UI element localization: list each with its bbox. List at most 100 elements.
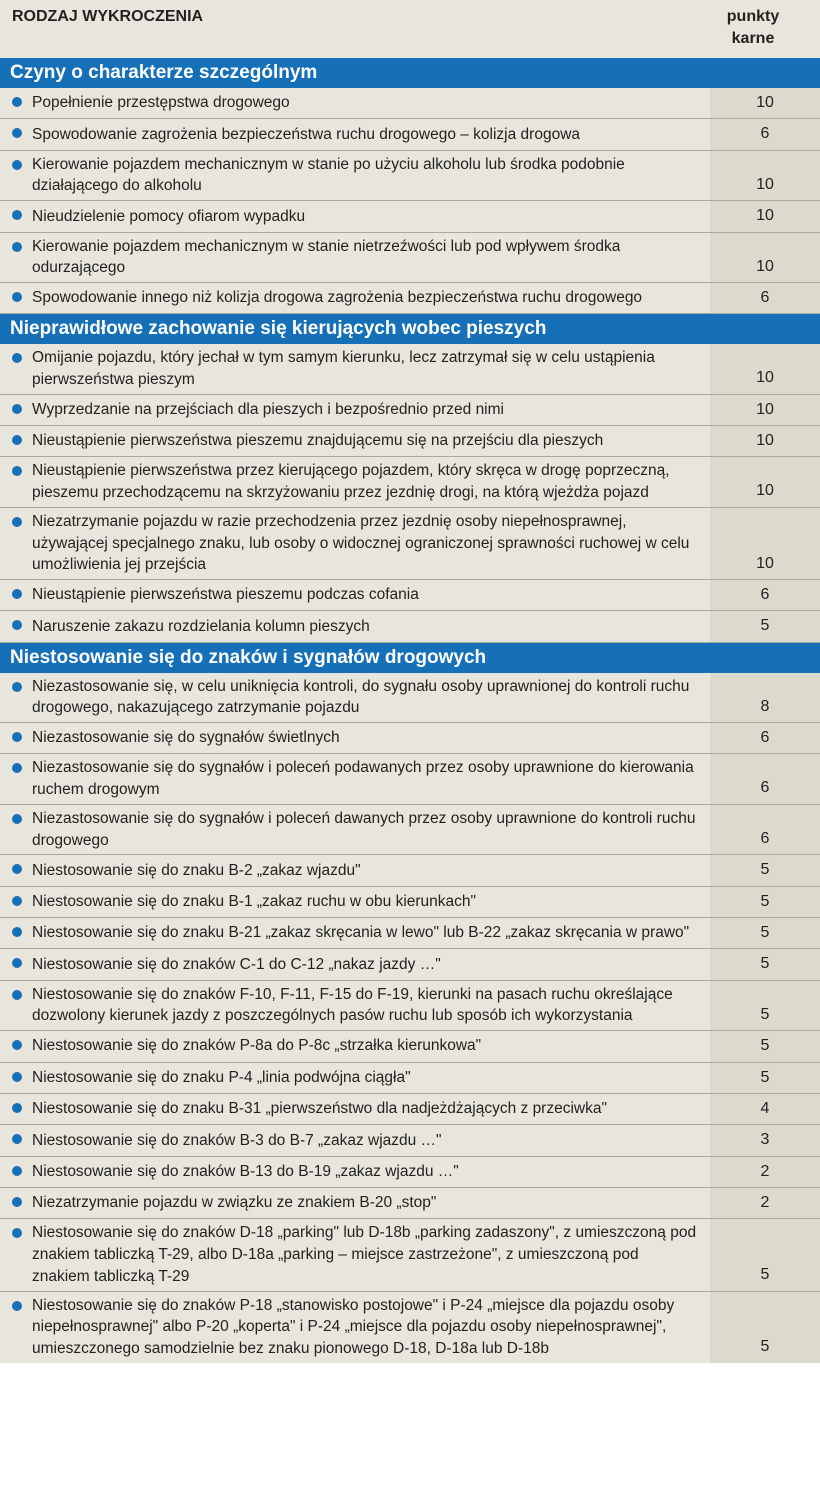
bullet-icon <box>12 242 22 252</box>
table-row: Niestosowanie się do znaku B-2 „zakaz wj… <box>0 855 820 886</box>
bullet-icon <box>12 1197 22 1207</box>
section-header: Nieprawidłowe zachowanie się kierujących… <box>0 314 820 344</box>
penalty-points: 10 <box>710 508 820 579</box>
bullet-icon <box>12 128 22 138</box>
violation-description: Niezatrzymanie pojazdu w związku ze znak… <box>32 1192 710 1214</box>
table-row: Niestosowanie się do znaków P-8a do P-8c… <box>0 1031 820 1062</box>
violation-description: Naruszenie zakazu rozdzielania kolumn pi… <box>32 616 710 638</box>
table-row: Niestosowanie się do znaków B-13 do B-19… <box>0 1157 820 1188</box>
violation-description: Niestosowanie się do znaków D-18 „parkin… <box>32 1222 710 1287</box>
penalty-points: 5 <box>710 949 820 979</box>
violations-table: RODZAJ WYKROCZENIA punkty karne Czyny o … <box>0 0 820 1363</box>
bullet-icon <box>12 732 22 742</box>
bullet-icon <box>12 210 22 220</box>
table-row: Naruszenie zakazu rozdzielania kolumn pi… <box>0 611 820 642</box>
penalty-points: 2 <box>710 1188 820 1218</box>
violation-description: Niestosowanie się do znaków F-10, F-11, … <box>32 984 710 1027</box>
table-row: Omijanie pojazdu, który jechał w tym sam… <box>0 344 820 394</box>
penalty-points: 3 <box>710 1125 820 1155</box>
bullet-icon <box>12 404 22 414</box>
penalty-points: 4 <box>710 1094 820 1124</box>
bullet-icon <box>12 864 22 874</box>
bullet-icon <box>12 97 22 107</box>
table-row: Nieustąpienie pierwszeństwa pieszemu zna… <box>0 426 820 457</box>
violation-description: Niestosowanie się do znaku B-1 „zakaz ru… <box>32 891 710 913</box>
bullet-icon <box>12 1103 22 1113</box>
bullet-icon <box>12 1166 22 1176</box>
bullet-icon <box>12 435 22 445</box>
section-header: Niestosowanie się do znaków i sygnałów d… <box>0 643 820 673</box>
violation-description: Niestosowanie się do znaków B-13 do B-19… <box>32 1161 710 1183</box>
table-row: Kierowanie pojazdem mechanicznym w stani… <box>0 151 820 201</box>
violation-description: Niezastosowanie się do sygnałów świetlny… <box>32 727 710 749</box>
penalty-points: 5 <box>710 887 820 917</box>
table-row: Wyprzedzanie na przejściach dla pieszych… <box>0 395 820 426</box>
penalty-points: 10 <box>710 201 820 231</box>
bullet-icon <box>12 466 22 476</box>
penalty-points: 5 <box>710 1063 820 1093</box>
violation-description: Niestosowanie się do znaków C-1 do C-12 … <box>32 954 710 976</box>
bullet-icon <box>12 292 22 302</box>
bullet-icon <box>12 517 22 527</box>
violation-description: Niestosowanie się do znaku B-21 „zakaz s… <box>32 922 710 944</box>
penalty-points: 10 <box>710 151 820 200</box>
penalty-points: 8 <box>710 673 820 722</box>
violation-description: Nieustąpienie pierwszeństwa przez kieruj… <box>32 460 710 503</box>
bullet-icon <box>12 589 22 599</box>
violation-description: Kierowanie pojazdem mechanicznym w stani… <box>32 154 710 197</box>
penalty-points: 2 <box>710 1157 820 1187</box>
table-row: Niestosowanie się do znaków D-18 „parkin… <box>0 1219 820 1291</box>
violation-description: Spowodowanie zagrożenia bezpieczeństwa r… <box>32 124 710 146</box>
table-row: Niestosowanie się do znaków F-10, F-11, … <box>0 981 820 1031</box>
bullet-icon <box>12 353 22 363</box>
violation-description: Nieustąpienie pierwszeństwa pieszemu zna… <box>32 430 710 452</box>
violation-description: Niestosowanie się do znaków B-3 do B-7 „… <box>32 1130 710 1152</box>
table-row: Niestosowanie się do znaków P-18 „stanow… <box>0 1292 820 1363</box>
header-points-line1: punkty <box>698 8 808 26</box>
violation-description: Spowodowanie innego niż kolizja drogowa … <box>32 287 710 309</box>
penalty-points: 5 <box>710 1031 820 1061</box>
violation-description: Niestosowanie się do znaków P-18 „stanow… <box>32 1295 710 1360</box>
penalty-points: 6 <box>710 283 820 313</box>
bullet-icon <box>12 814 22 824</box>
violation-description: Nieudzielenie pomocy ofiarom wypadku <box>32 206 710 228</box>
section-header: Czyny o charakterze szczególnym <box>0 58 820 88</box>
penalty-points: 5 <box>710 1219 820 1290</box>
violation-description: Niestosowanie się do znaku B-31 „pierwsz… <box>32 1098 710 1120</box>
table-row: Niezatrzymanie pojazdu w razie przechodz… <box>0 508 820 580</box>
table-row: Niestosowanie się do znaków B-3 do B-7 „… <box>0 1125 820 1156</box>
bullet-icon <box>12 927 22 937</box>
bullet-icon <box>12 1072 22 1082</box>
table-row: Niestosowanie się do znaku B-31 „pierwsz… <box>0 1094 820 1125</box>
penalty-points: 5 <box>710 918 820 948</box>
table-row: Spowodowanie zagrożenia bezpieczeństwa r… <box>0 119 820 150</box>
bullet-icon <box>12 1228 22 1238</box>
penalty-points: 5 <box>710 1292 820 1363</box>
table-row: Niezatrzymanie pojazdu w związku ze znak… <box>0 1188 820 1219</box>
table-row: Niestosowanie się do znaku B-1 „zakaz ru… <box>0 887 820 918</box>
table-row: Niezastosowanie się do sygnałów i polece… <box>0 754 820 804</box>
penalty-points: 6 <box>710 119 820 149</box>
violation-description: Niezatrzymanie pojazdu w razie przechodz… <box>32 511 710 576</box>
table-row: Spowodowanie innego niż kolizja drogowa … <box>0 283 820 314</box>
table-row: Nieustąpienie pierwszeństwa pieszemu pod… <box>0 580 820 611</box>
bullet-icon <box>12 1134 22 1144</box>
table-row: Niestosowanie się do znaku B-21 „zakaz s… <box>0 918 820 949</box>
penalty-points: 10 <box>710 395 820 425</box>
violation-description: Niestosowanie się do znaku P-4 „linia po… <box>32 1067 710 1089</box>
violation-description: Omijanie pojazdu, który jechał w tym sam… <box>32 347 710 390</box>
bullet-icon <box>12 763 22 773</box>
penalty-points: 5 <box>710 611 820 641</box>
header-violation-type: RODZAJ WYKROCZENIA <box>12 8 698 26</box>
violation-description: Niezastosowanie się do sygnałów i polece… <box>32 808 710 851</box>
penalty-points: 10 <box>710 426 820 456</box>
penalty-points: 10 <box>710 233 820 282</box>
table-header: RODZAJ WYKROCZENIA punkty <box>0 0 820 30</box>
penalty-points: 6 <box>710 805 820 854</box>
table-row: Niezastosowanie się, w celu uniknięcia k… <box>0 673 820 723</box>
table-row: Niezastosowanie się do sygnałów świetlny… <box>0 723 820 754</box>
penalty-points: 10 <box>710 457 820 506</box>
violation-description: Popełnienie przestępstwa drogowego <box>32 92 710 114</box>
penalty-points: 5 <box>710 855 820 885</box>
penalty-points: 6 <box>710 754 820 803</box>
